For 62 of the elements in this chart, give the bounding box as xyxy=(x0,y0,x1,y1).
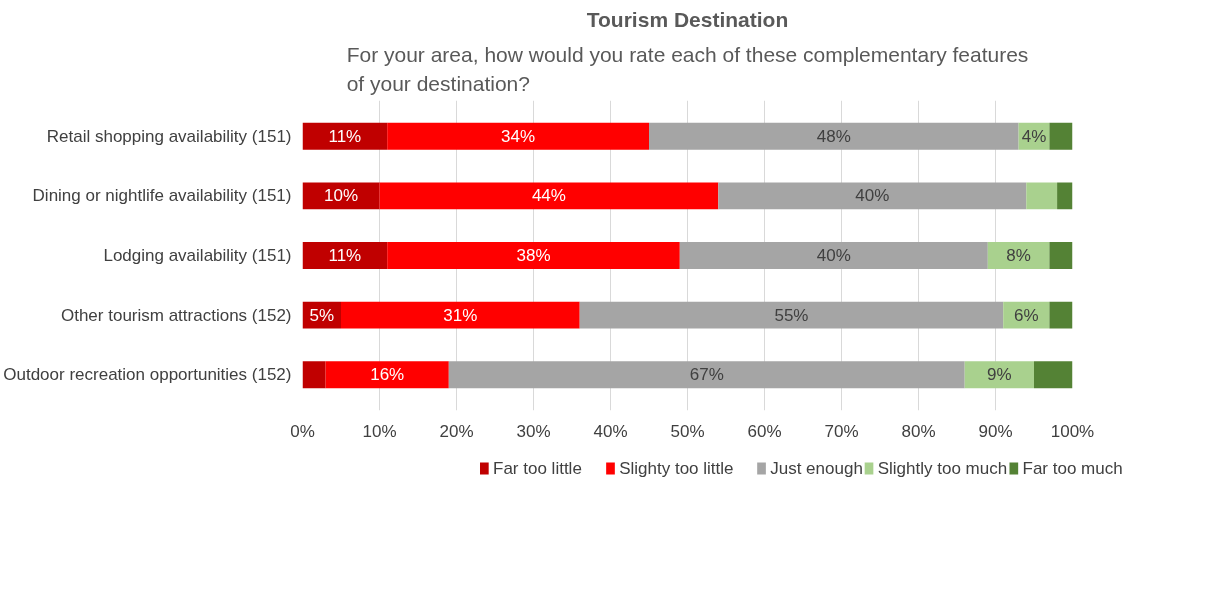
bar xyxy=(302,361,326,389)
bar xyxy=(1057,182,1073,210)
bar xyxy=(379,182,719,210)
data-label: 40% xyxy=(816,246,851,265)
data-label: 40% xyxy=(855,186,890,206)
x-tick-label: 60% xyxy=(747,421,782,441)
data-label: 11% xyxy=(328,126,362,146)
bar xyxy=(1026,182,1058,210)
legend-label: Just enough xyxy=(770,459,863,478)
chart-subtitle: For your area, how would you rate each of these complementary features of your destination? xyxy=(346,42,1029,96)
y-tick-label: Other tourism attractions (152) xyxy=(60,305,292,325)
bar xyxy=(302,122,388,150)
data-label: 11% xyxy=(328,246,362,265)
bar xyxy=(302,182,380,210)
y-tick-label: Dining or nightlife availability (151) xyxy=(32,186,292,206)
chart-title: Tourism Destination xyxy=(586,7,789,31)
legend-label: Far too much xyxy=(1022,459,1123,478)
data-label: 31% xyxy=(443,305,478,325)
x-tick-label: 30% xyxy=(516,421,551,441)
legend-label: Far too little xyxy=(493,459,582,478)
x-tick-label: 90% xyxy=(978,421,1013,441)
data-label: 38% xyxy=(516,246,551,265)
data-label: 44% xyxy=(531,186,566,206)
y-tick-label: Retail shopping availability (151) xyxy=(46,126,292,146)
bar xyxy=(1049,301,1073,329)
x-tick-label: 100% xyxy=(1050,421,1095,441)
bar xyxy=(964,361,1034,389)
bar xyxy=(1034,361,1073,389)
data-label: 8% xyxy=(1006,246,1031,265)
x-tick-label: 0% xyxy=(290,421,315,441)
bar xyxy=(387,122,649,150)
data-label: 9% xyxy=(987,365,1012,385)
x-tick-label: 50% xyxy=(670,421,705,441)
bar xyxy=(1049,122,1073,150)
bar xyxy=(341,301,580,329)
data-label: 5% xyxy=(309,305,335,325)
bar xyxy=(387,242,680,269)
bar xyxy=(649,122,1019,150)
data-label: 67% xyxy=(689,365,724,385)
y-tick-label: Lodging availability (151) xyxy=(103,246,292,265)
data-label: 16% xyxy=(370,365,405,385)
bar xyxy=(1049,242,1073,269)
x-tick-label: 20% xyxy=(439,421,474,441)
legend-label: Slighty too little xyxy=(619,459,734,478)
bar xyxy=(325,361,449,389)
bar xyxy=(302,242,388,269)
x-tick-label: 10% xyxy=(362,421,397,441)
legend-label: Slightly too much xyxy=(877,459,1008,478)
x-tick-label: 80% xyxy=(901,421,936,441)
bar xyxy=(718,182,1027,210)
data-label: 4% xyxy=(1021,126,1047,146)
data-label: 34% xyxy=(501,126,536,146)
y-tick-label: Outdoor recreation opportunities (152) xyxy=(3,365,292,385)
bar xyxy=(579,301,1004,329)
x-tick-label: 40% xyxy=(593,421,628,441)
data-label: 48% xyxy=(816,126,851,146)
x-tick-label: 70% xyxy=(824,421,859,441)
data-label: 10% xyxy=(323,186,359,206)
bar xyxy=(448,361,965,389)
bar xyxy=(679,242,988,269)
data-label: 6% xyxy=(1014,305,1039,325)
data-label: 55% xyxy=(774,305,809,325)
